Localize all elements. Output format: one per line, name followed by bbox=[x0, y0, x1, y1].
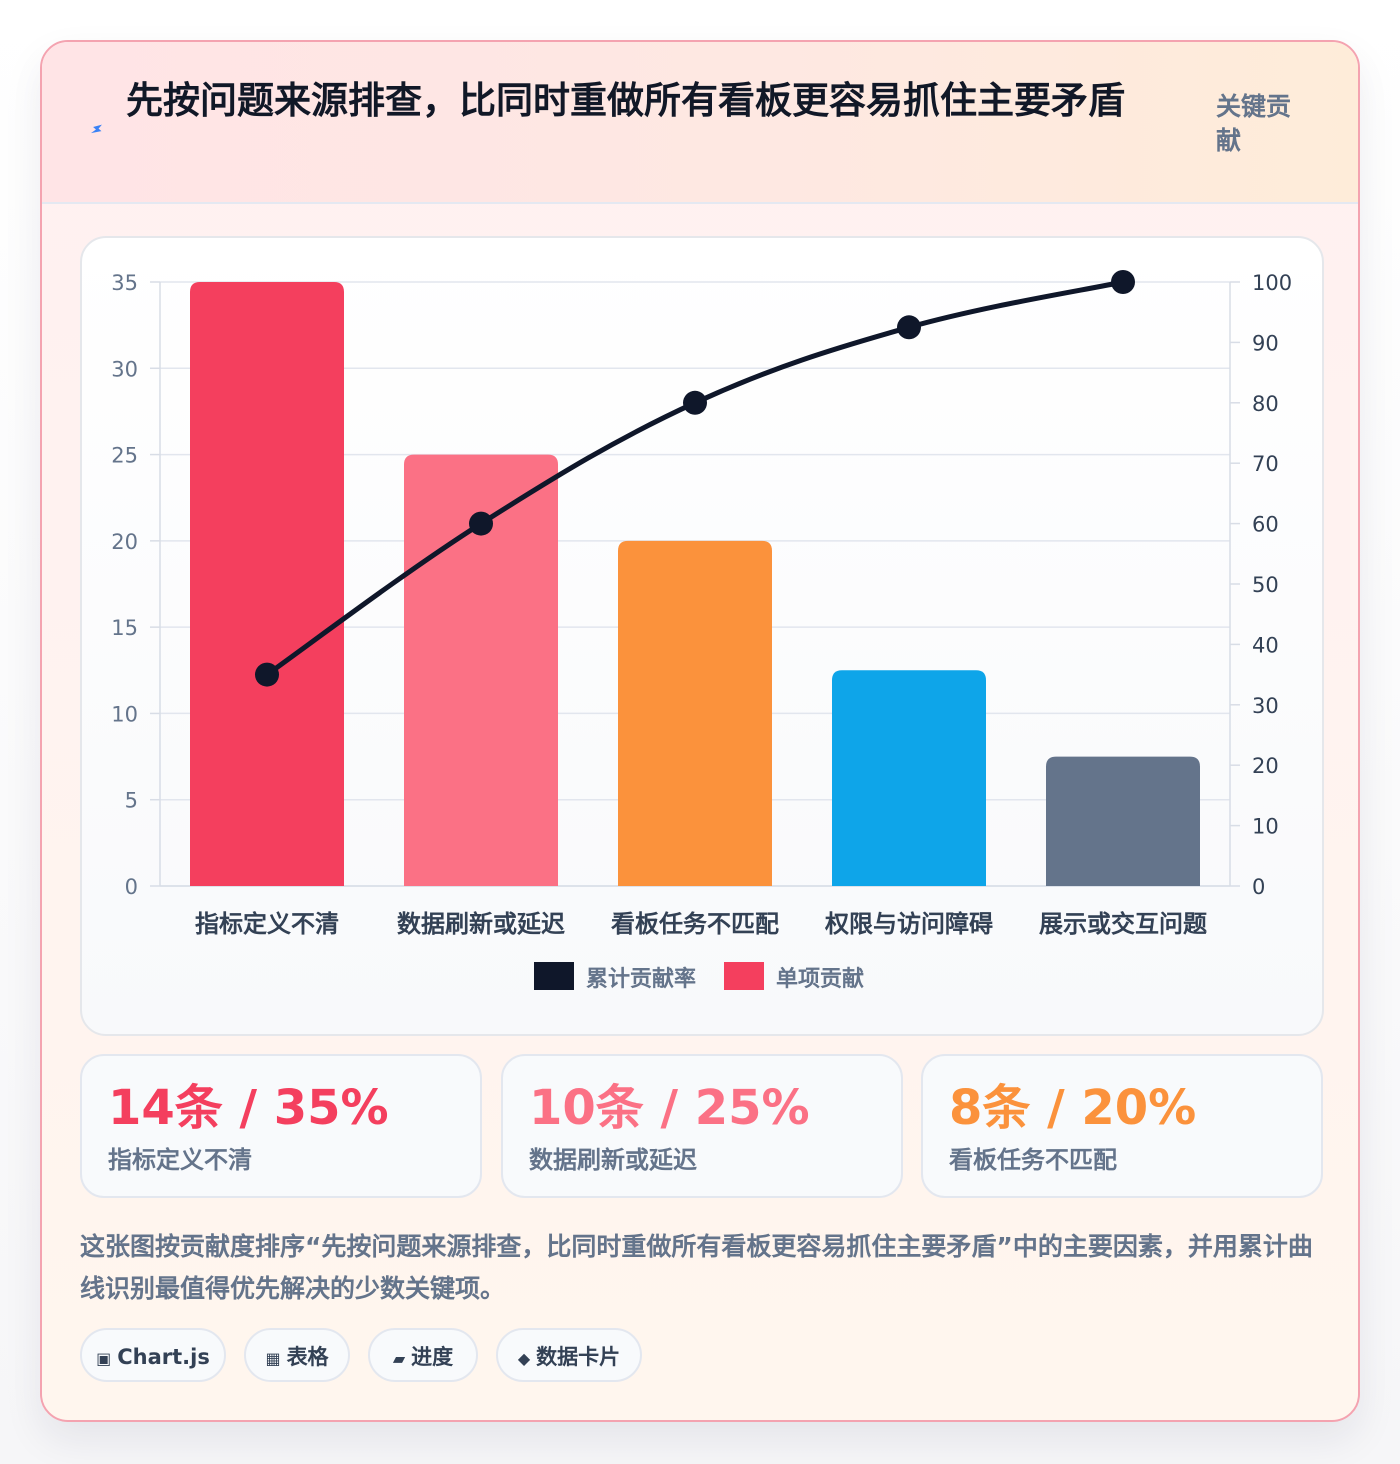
y-right-tick-label: 60 bbox=[1252, 513, 1279, 537]
chart-icon: ▣ bbox=[96, 1349, 112, 1368]
stat-card-0: 14条 / 35% 指标定义不清 bbox=[80, 1054, 482, 1198]
y-left-tick-label: 20 bbox=[111, 530, 138, 554]
y-right-tick-label: 100 bbox=[1252, 271, 1292, 295]
y-right-tick-label: 0 bbox=[1252, 875, 1265, 899]
bar-0 bbox=[190, 282, 344, 886]
x-tick-label: 展示或交互问题 bbox=[1039, 910, 1207, 938]
stat-label: 数据刷新或延迟 bbox=[529, 1146, 697, 1174]
chip-chartjs[interactable]: ▣ Chart.js bbox=[80, 1328, 226, 1382]
chip-label: 数据卡片 bbox=[536, 1345, 621, 1369]
chart-panel: 0 5 10 15 20 25 30 35 0 10 20 30 40 50 60 70 80 90 100 指标定义… bbox=[80, 236, 1324, 1036]
pareto-chart: 0 5 10 15 20 25 30 35 0 10 20 30 40 50 60 70 80 90 100 指标定义… bbox=[111, 270, 1292, 992]
chart-card: 先按问题来源排查，比同时重做所有看板更容易抓住主要矛盾 关键贡献 0 5 10 15 2… bbox=[40, 40, 1360, 1422]
bar-4 bbox=[1046, 756, 1200, 886]
y-right-tick-label: 70 bbox=[1252, 452, 1279, 476]
stat-card-1: 10条 / 25% 数据刷新或延迟 bbox=[501, 1054, 903, 1198]
stat-card-2: 8条 / 20% 看板任务不匹配 bbox=[921, 1054, 1323, 1198]
stat-label: 看板任务不匹配 bbox=[949, 1146, 1117, 1174]
cumulative-point-1 bbox=[469, 511, 493, 536]
y-right-tick-label: 10 bbox=[1252, 815, 1279, 839]
diamond-icon: ◆ bbox=[517, 1349, 531, 1368]
y-left-tick-label: 35 bbox=[111, 271, 138, 295]
chip-data-card[interactable]: ◆ 数据卡片 bbox=[496, 1328, 642, 1382]
y-right-tick-label: 20 bbox=[1252, 754, 1279, 778]
stat-value: 8条 / 20% bbox=[949, 1080, 1197, 1136]
y-right-tick-label: 90 bbox=[1252, 331, 1279, 355]
legend-label: 单项贡献 bbox=[776, 966, 864, 992]
stat-value: 10条 / 25% bbox=[529, 1080, 810, 1136]
table-icon: ▦ bbox=[265, 1349, 281, 1368]
legend-swatch-0 bbox=[534, 962, 574, 990]
y-right-tick-label: 40 bbox=[1252, 633, 1279, 657]
cumulative-point-2 bbox=[683, 390, 707, 415]
cumulative-point-3 bbox=[897, 315, 921, 340]
x-tick-label: 看板任务不匹配 bbox=[611, 910, 779, 938]
y-left-tick-label: 0 bbox=[125, 875, 138, 899]
cumulative-point-4 bbox=[1111, 270, 1135, 294]
page-title: 先按问题来源排查，比同时重做所有看板更容易抓住主要矛盾 bbox=[126, 79, 1125, 122]
stat-label: 指标定义不清 bbox=[108, 1146, 252, 1174]
card-header: 先按问题来源排查，比同时重做所有看板更容易抓住主要矛盾 关键贡献 bbox=[42, 42, 1358, 204]
bar-2 bbox=[618, 540, 772, 886]
legend-swatch-1 bbox=[724, 962, 764, 990]
x-tick-label: 指标定义不清 bbox=[195, 910, 339, 938]
legend-label: 累计贡献率 bbox=[586, 966, 696, 992]
chip-progress[interactable]: ▰ 进度 bbox=[368, 1328, 478, 1382]
y-left-tick-label: 30 bbox=[111, 357, 138, 381]
progress-icon: ▰ bbox=[392, 1349, 406, 1368]
stat-value: 14条 / 35% bbox=[108, 1080, 389, 1136]
header-tag: 关键贡献 bbox=[1216, 92, 1292, 155]
chip-label: Chart.js bbox=[117, 1345, 210, 1369]
y-right-tick-label: 50 bbox=[1252, 573, 1279, 597]
y-left-tick-label: 15 bbox=[111, 616, 138, 640]
chip-label: 进度 bbox=[411, 1345, 454, 1369]
chart-description: 这张图按贡献度排序“先按问题来源排查，比同时重做所有看板更容易抓住主要矛盾”中的… bbox=[80, 1232, 1313, 1303]
chip-label: 表格 bbox=[286, 1345, 329, 1369]
x-tick-label: 权限与访问障碍 bbox=[824, 910, 993, 938]
lightning-icon bbox=[90, 124, 102, 134]
x-tick-label: 数据刷新或延迟 bbox=[397, 910, 565, 938]
y-left-tick-label: 10 bbox=[111, 702, 138, 726]
bar-1 bbox=[404, 454, 558, 886]
bar-3 bbox=[832, 670, 986, 886]
chip-table[interactable]: ▦ 表格 bbox=[244, 1328, 350, 1382]
y-left-tick-label: 25 bbox=[111, 444, 138, 468]
y-left-tick-label: 5 bbox=[125, 789, 138, 813]
cumulative-point-0 bbox=[255, 662, 279, 687]
y-right-tick-label: 80 bbox=[1252, 392, 1279, 416]
y-right-tick-label: 30 bbox=[1252, 694, 1279, 718]
